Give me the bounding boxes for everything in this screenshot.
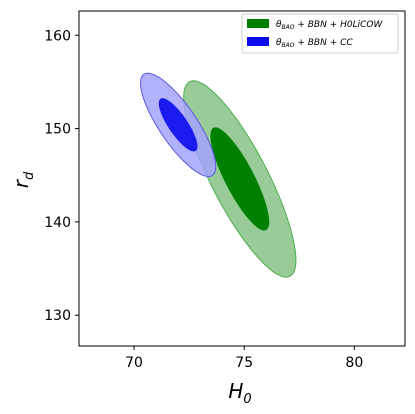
y-axis: 130 140 150 160	[44, 28, 79, 324]
contour-1sigma-series-0	[210, 127, 270, 231]
y-tick-label: 150	[44, 122, 71, 138]
y-tick-label: 140	[44, 215, 71, 231]
x-axis: 70 75 80	[125, 346, 363, 371]
legend: θBAO + BBN + H0LiCOW θBAO + BBN + CC	[241, 13, 399, 54]
x-axis-title: H0	[228, 379, 251, 407]
y-axis-title: rd	[9, 171, 37, 188]
legend-swatch	[247, 19, 269, 28]
x-tick-label: 75	[235, 355, 253, 371]
legend-swatch	[247, 37, 269, 46]
plot-frame	[78, 10, 406, 347]
legend-label: θBAO + BBN + CC	[276, 38, 353, 49]
y-tick-label: 160	[44, 28, 71, 44]
contour-layer	[139, 72, 297, 278]
x-tick-label: 80	[345, 355, 363, 371]
x-tick-label: 70	[125, 355, 143, 371]
legend-frame	[241, 13, 399, 54]
contour-1sigma-series-1	[158, 98, 198, 152]
y-tick-label: 130	[44, 308, 71, 324]
legend-label: θBAO + BBN + H0LiCOW	[276, 20, 383, 31]
